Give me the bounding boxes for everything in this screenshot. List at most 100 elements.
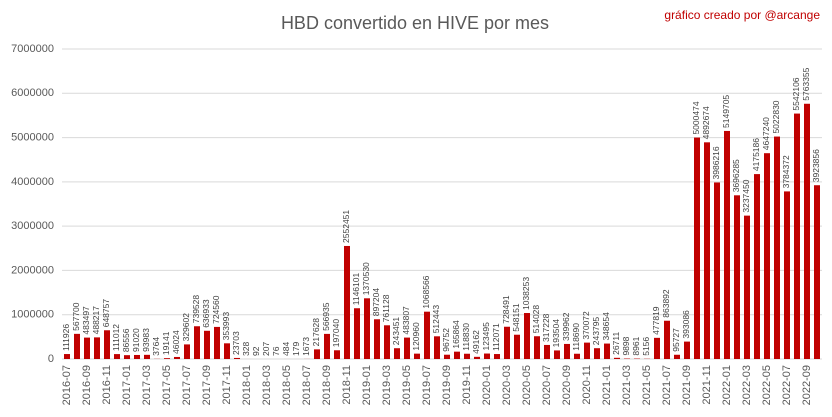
x-tick-label: 2018-07 (301, 365, 313, 405)
bar (754, 174, 760, 359)
value-label: 724560 (211, 295, 221, 324)
value-label: 636933 (201, 299, 211, 328)
bar (674, 354, 680, 359)
bar (204, 330, 210, 359)
value-label: 5022830 (771, 100, 781, 133)
value-label: 353993 (221, 312, 231, 341)
bar (384, 325, 390, 359)
bar (664, 320, 670, 359)
value-label: 484 (281, 342, 291, 356)
value-label: 488217 (91, 306, 101, 335)
value-label: 1146101 (351, 273, 361, 306)
value-label: 8961 (631, 336, 641, 355)
bar (334, 350, 340, 359)
y-tick-label: 5000000 (11, 131, 54, 143)
value-label: 96752 (441, 328, 451, 352)
value-label: 26711 (611, 332, 621, 355)
bar (654, 337, 660, 359)
value-label: 761128 (381, 294, 391, 322)
value-label: 328 (241, 342, 251, 356)
x-tick-label: 2021-09 (681, 365, 693, 405)
bar (774, 136, 780, 359)
value-label: 243451 (391, 317, 401, 346)
value-label: 165864 (451, 320, 461, 349)
bar (474, 356, 480, 359)
value-label: 393086 (681, 310, 691, 339)
value-label: 4175186 (751, 138, 761, 171)
bar (124, 355, 130, 359)
bar (234, 357, 240, 359)
value-label: 46024 (171, 330, 181, 354)
y-tick-label: 1000000 (11, 309, 54, 321)
bar (454, 351, 460, 359)
bar (574, 353, 580, 359)
x-tick-label: 2021-07 (661, 365, 673, 405)
value-label: 91020 (131, 328, 141, 352)
value-label: 49162 (471, 330, 481, 354)
bar (324, 333, 330, 359)
value-label: 243795 (591, 317, 601, 346)
value-label: 477819 (651, 306, 661, 335)
bar (174, 356, 180, 359)
x-tick-label: 2020-09 (561, 365, 573, 405)
bar (764, 153, 770, 359)
value-label: 193504 (551, 319, 561, 348)
bar (104, 330, 110, 359)
value-label: 3986216 (711, 146, 721, 179)
x-tick-label: 2018-05 (281, 365, 293, 405)
value-label: 3923856 (811, 149, 821, 182)
bar (784, 191, 790, 359)
value-label: 1673 (301, 337, 311, 356)
bar (414, 353, 420, 359)
bar (684, 341, 690, 359)
bar (504, 326, 510, 359)
value-label: 3696285 (731, 159, 741, 192)
bar (374, 319, 380, 359)
bar (354, 308, 360, 359)
bar (84, 337, 90, 359)
bar (164, 358, 170, 359)
bar (534, 336, 540, 359)
value-label: 118690 (571, 323, 581, 351)
bar (714, 182, 720, 359)
value-label: 483807 (401, 306, 411, 335)
x-tick-label: 2017-07 (181, 365, 193, 405)
x-tick-label: 2016-09 (81, 365, 93, 405)
bar (544, 344, 550, 359)
x-tick-label: 2018-03 (261, 365, 273, 405)
value-label: 111012 (111, 324, 121, 351)
x-tick-label: 2020-03 (501, 365, 513, 405)
value-label: 197040 (331, 319, 341, 348)
value-label: 118830 (461, 323, 471, 351)
x-tick-label: 2022-01 (721, 365, 733, 405)
value-label: 86556 (121, 328, 131, 352)
bar (604, 343, 610, 359)
value-label: 112071 (491, 323, 501, 351)
bar (484, 353, 490, 359)
value-label: 95727 (671, 328, 681, 352)
x-tick-label: 2017-03 (141, 365, 153, 405)
value-label: 111926 (61, 324, 71, 351)
x-tick-label: 2018-01 (241, 365, 253, 405)
x-tick-label: 2020-05 (521, 365, 533, 405)
bar (364, 298, 370, 359)
bar (224, 343, 230, 359)
bar (74, 333, 80, 359)
x-tick-label: 2018-11 (341, 365, 353, 405)
bar (794, 113, 800, 359)
value-label: 3237450 (741, 179, 751, 212)
x-tick-label: 2017-11 (221, 365, 233, 405)
value-label: 2552451 (341, 210, 351, 243)
bar (594, 348, 600, 359)
value-label: 207 (261, 342, 271, 356)
x-tick-label: 2020-07 (541, 365, 553, 405)
value-label: 897204 (371, 288, 381, 317)
bar (804, 103, 810, 359)
x-tick-label: 2018-09 (321, 365, 333, 405)
bar (564, 343, 570, 359)
value-label: 514028 (531, 305, 541, 334)
value-label: 123495 (481, 322, 491, 351)
bar (314, 349, 320, 359)
value-label: 863892 (661, 289, 671, 318)
value-label: 567700 (71, 302, 81, 331)
